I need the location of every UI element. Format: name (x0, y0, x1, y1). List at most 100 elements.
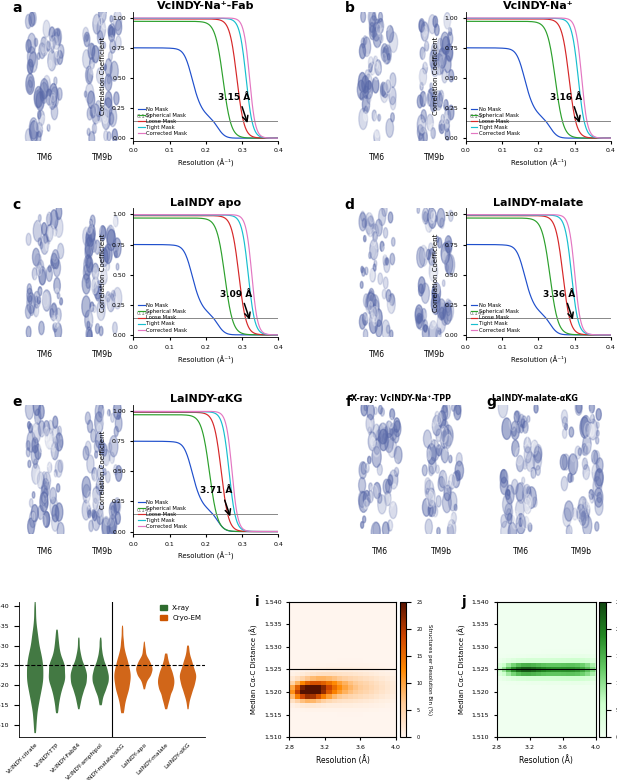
Circle shape (85, 310, 93, 330)
Circle shape (110, 39, 115, 53)
Circle shape (378, 273, 383, 285)
Circle shape (109, 436, 118, 457)
Circle shape (84, 32, 90, 47)
Circle shape (440, 56, 444, 68)
Circle shape (106, 91, 112, 108)
Corrected Mask (216, 210, 223, 219)
Circle shape (503, 495, 512, 515)
Circle shape (54, 257, 59, 269)
Circle shape (42, 45, 46, 55)
Tight Mask (549, 14, 556, 23)
Circle shape (588, 424, 594, 438)
Circle shape (390, 409, 395, 420)
Circle shape (425, 214, 433, 232)
Circle shape (382, 415, 387, 427)
Circle shape (375, 123, 380, 137)
Circle shape (384, 491, 391, 505)
Circle shape (427, 214, 429, 221)
Circle shape (365, 226, 371, 239)
Circle shape (386, 258, 388, 265)
Circle shape (447, 241, 452, 254)
Circle shape (82, 296, 91, 317)
Circle shape (26, 73, 35, 94)
Loose Mask (130, 408, 138, 417)
Circle shape (33, 292, 40, 308)
Circle shape (39, 441, 44, 453)
Circle shape (38, 110, 44, 126)
Circle shape (37, 304, 43, 319)
Circle shape (97, 85, 103, 99)
Circle shape (47, 237, 50, 244)
Loose Mask (130, 14, 137, 23)
Circle shape (445, 300, 453, 321)
No Mask (594, 330, 601, 339)
Circle shape (40, 242, 43, 249)
Circle shape (381, 408, 384, 417)
Circle shape (372, 224, 378, 239)
Text: 0.143: 0.143 (137, 310, 153, 316)
Circle shape (429, 50, 437, 69)
Circle shape (516, 456, 524, 472)
Circle shape (585, 444, 593, 461)
Circle shape (32, 419, 37, 430)
Circle shape (45, 428, 54, 449)
Circle shape (437, 527, 440, 535)
Text: 3.71 Å: 3.71 Å (201, 486, 233, 495)
Circle shape (90, 302, 94, 312)
Circle shape (370, 268, 376, 282)
Circle shape (31, 463, 40, 484)
Circle shape (57, 243, 64, 259)
Circle shape (527, 432, 534, 446)
No Mask (261, 526, 268, 536)
Circle shape (52, 514, 59, 531)
Circle shape (38, 404, 44, 419)
Circle shape (97, 122, 101, 130)
Tight Mask (275, 526, 282, 536)
Circle shape (89, 307, 97, 324)
Circle shape (445, 44, 453, 61)
Circle shape (93, 498, 97, 510)
Circle shape (526, 495, 531, 506)
Circle shape (511, 440, 519, 456)
Circle shape (437, 208, 445, 227)
Circle shape (88, 225, 95, 242)
Circle shape (35, 87, 43, 108)
Circle shape (509, 415, 516, 431)
Circle shape (379, 429, 388, 451)
Circle shape (104, 211, 110, 228)
Circle shape (28, 47, 36, 67)
Circle shape (428, 505, 433, 516)
Circle shape (55, 45, 60, 58)
Circle shape (376, 430, 381, 441)
Circle shape (433, 298, 437, 310)
Corrected Mask (549, 13, 556, 23)
Circle shape (102, 106, 109, 123)
Circle shape (373, 483, 381, 498)
Circle shape (88, 91, 94, 108)
Circle shape (38, 17, 43, 29)
Circle shape (363, 37, 371, 56)
Circle shape (46, 225, 53, 241)
Circle shape (104, 469, 106, 475)
Circle shape (508, 523, 516, 541)
Circle shape (27, 431, 35, 452)
Circle shape (55, 315, 60, 327)
Spherical Mask (216, 51, 223, 61)
Spherical Mask (216, 239, 223, 248)
Circle shape (112, 28, 115, 35)
Circle shape (420, 127, 428, 147)
Circle shape (96, 122, 101, 133)
Circle shape (374, 261, 377, 267)
Circle shape (515, 411, 521, 425)
Circle shape (85, 258, 88, 265)
No Mask (130, 437, 137, 446)
Circle shape (378, 406, 383, 414)
No Mask (216, 322, 223, 332)
Circle shape (50, 497, 58, 516)
Circle shape (502, 418, 511, 439)
Circle shape (60, 298, 62, 305)
Circle shape (38, 238, 41, 246)
Circle shape (96, 272, 101, 285)
Circle shape (102, 407, 109, 424)
Circle shape (560, 455, 567, 470)
